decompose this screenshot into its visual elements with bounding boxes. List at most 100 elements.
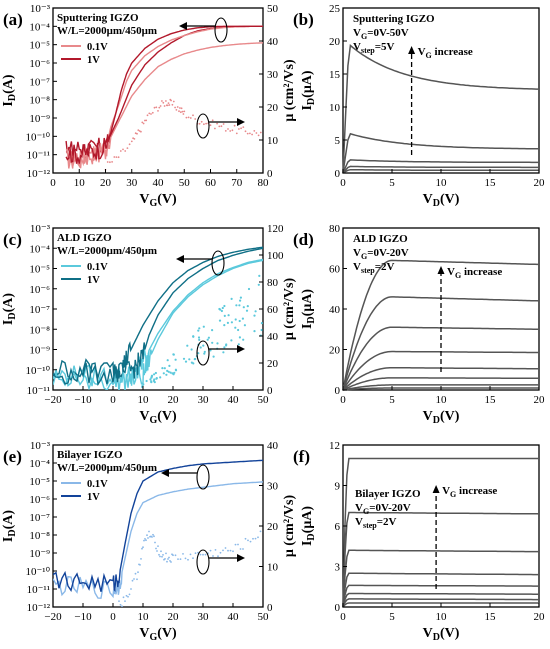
mobility-point — [175, 109, 178, 111]
y2-axis-label: μ (cm²/Vs) — [282, 59, 297, 122]
x-axis-label: VG(V) — [139, 626, 177, 643]
mobility-point — [158, 106, 161, 109]
mobility-point — [176, 106, 179, 108]
mobility-point — [121, 605, 123, 607]
y2-tick-label: 20 — [267, 358, 279, 370]
mobility-point — [166, 560, 168, 563]
y-tick-label: 10⁻⁵ — [29, 40, 50, 52]
mobility-point — [249, 132, 251, 135]
mobility-point — [145, 119, 148, 122]
mobility-point — [253, 330, 256, 333]
panel-label: (c) — [3, 230, 22, 249]
x-tick-label: 70 — [231, 177, 243, 189]
x-tick-label: 10 — [138, 394, 150, 406]
y2-tick-label: 30 — [267, 481, 279, 493]
x-tick-label: 30 — [198, 394, 210, 406]
x-tick-label: 60 — [205, 177, 217, 189]
mobility-point — [252, 537, 254, 540]
gate-range-label: VG=0V-20V — [353, 247, 409, 261]
mobility-point — [257, 283, 260, 286]
mobility-point — [222, 351, 225, 354]
output-curve — [342, 165, 539, 174]
x-tick-label: −10 — [74, 394, 92, 406]
y-tick-label: 10⁻¹² — [27, 168, 51, 180]
y-tick-label: 10⁻¹⁰ — [25, 131, 50, 143]
mobility-point — [159, 105, 162, 107]
mobility-point — [150, 374, 154, 377]
series-line-1 — [53, 459, 263, 593]
y2-tick-label: 120 — [267, 223, 284, 235]
x-tick-label: 20 — [168, 611, 180, 623]
mobility-point — [224, 547, 227, 549]
mobility-point — [202, 325, 205, 328]
mobility-point — [246, 305, 249, 308]
mobility-point — [160, 550, 162, 553]
y-tick-label: 5 — [335, 135, 341, 147]
chart-panel-d: (d) 0 5 10 15 20 VD(V) 0 20 40 60 80 ID(μA) ALD IGZO V… — [293, 223, 545, 426]
mobility-point — [106, 161, 109, 163]
mobility-point — [222, 549, 224, 552]
y2-tick-label: 30 — [267, 69, 279, 81]
mobility-point — [197, 336, 201, 339]
mobility-point — [149, 378, 152, 381]
mobility-point — [159, 555, 161, 558]
x-tick-label: 0 — [110, 394, 116, 406]
y-tick-label: 10⁻³ — [30, 3, 51, 15]
mobility-point — [225, 344, 228, 347]
mobility-point — [171, 103, 174, 106]
x-tick-label: 20 — [534, 611, 546, 623]
mobility-point — [166, 104, 169, 107]
mobility-point — [148, 112, 151, 115]
mobility-point — [212, 355, 215, 358]
vg-increase-label: VG increase — [447, 266, 502, 280]
mobility-point — [190, 348, 193, 351]
series-line-3 — [65, 25, 263, 164]
curve-marker-ellipse — [214, 17, 228, 43]
x-tick-label: −20 — [44, 611, 62, 623]
mobility-point — [209, 124, 212, 127]
mobility-point — [238, 319, 241, 323]
mobility-point — [242, 338, 245, 341]
mobility-point — [124, 600, 126, 602]
mobility-point — [253, 314, 256, 317]
mobility-point — [230, 321, 233, 324]
mobility-point — [158, 553, 160, 556]
mobility-point — [187, 558, 189, 561]
y2-axis-label: μ (cm²/Vs) — [282, 495, 297, 558]
mobility-point — [142, 546, 144, 549]
mobility-point — [139, 564, 141, 566]
mobility-point — [199, 553, 202, 556]
mobility-point — [154, 541, 156, 544]
y2-tick-label: 10 — [267, 562, 279, 574]
series-line-1 — [53, 246, 263, 382]
gate-range-label: VG=0V-50V — [353, 27, 409, 41]
mobility-point — [237, 343, 240, 346]
mobility-point — [197, 352, 200, 355]
output-curve — [342, 549, 539, 608]
mobility-point — [194, 552, 197, 555]
y-tick-label: 10⁻⁴ — [29, 243, 50, 255]
mobility-point — [168, 104, 171, 106]
x-tick-label: 50 — [258, 394, 270, 406]
x-tick-label: 0 — [340, 394, 346, 406]
y2-tick-label: 0 — [267, 602, 273, 614]
mobility-point — [237, 543, 239, 546]
y-tick-label: 12 — [329, 440, 340, 452]
y-tick-label: 3 — [335, 562, 341, 574]
mobility-point — [237, 328, 240, 332]
mobility-point — [244, 537, 247, 540]
y-tick-label: 20 — [329, 36, 341, 48]
mobility-point — [142, 122, 145, 125]
y-tick-label: 10⁻⁵ — [29, 476, 50, 488]
mobility-point — [238, 336, 241, 339]
x-axis-label: VD(V) — [423, 409, 460, 426]
mobility-point — [183, 110, 186, 113]
mobility-point — [203, 350, 206, 353]
mobility-point — [128, 143, 131, 146]
mobility-point — [251, 133, 254, 136]
y-tick-label: 10⁻⁶ — [29, 284, 50, 296]
mobility-point — [144, 538, 146, 540]
material-label: Sputtering IGZO — [57, 12, 139, 24]
mobility-point — [144, 119, 146, 122]
x-tick-label: 20 — [100, 177, 112, 189]
